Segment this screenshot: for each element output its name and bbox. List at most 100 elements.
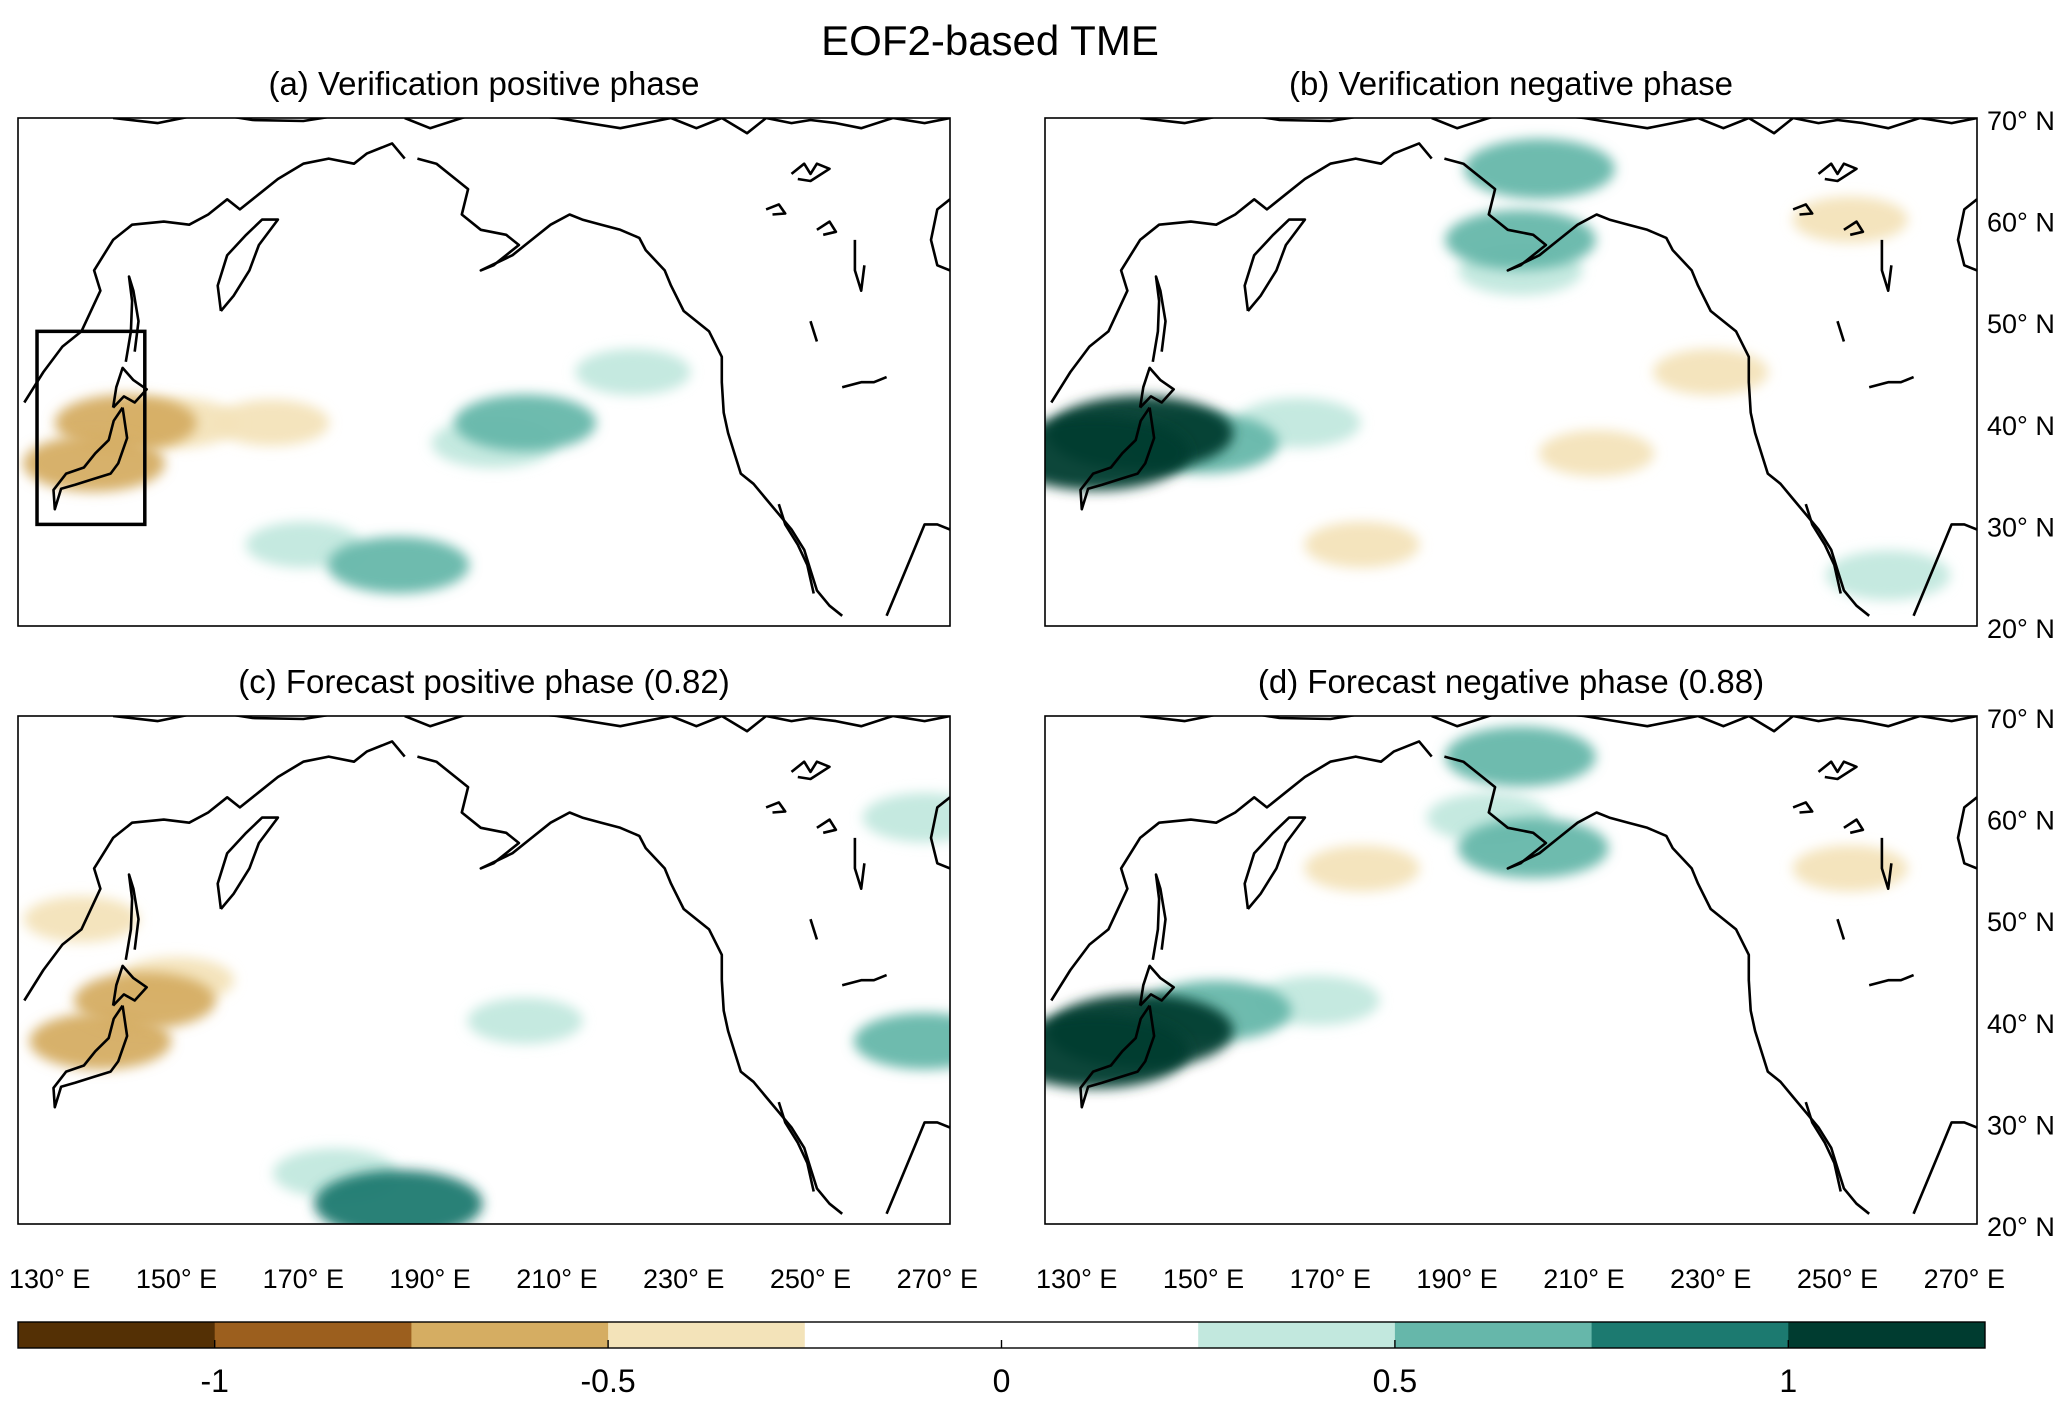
coastline [929,198,950,272]
panel-frame [1044,715,1978,1225]
coastlines [1050,118,1977,617]
coastline [790,162,831,183]
coastline [777,1101,815,1192]
lat-tick-label: 60° N [1987,806,2055,836]
coastline [885,523,950,617]
anomaly-blob [1792,845,1908,892]
lat-tick-label: 50° N [1987,907,2055,937]
colorbar-swatch [1591,1322,1789,1348]
lon-tick-label: 210° E [516,1264,597,1294]
coastline [216,816,280,910]
panel-a-title: (a) Verification positive phase [268,65,699,102]
colorbar-swatch [1198,1322,1396,1348]
lon-tick-label: 230° E [1670,1264,1751,1294]
anomaly-blob [23,435,166,492]
lon-tick-label: 130° E [1036,1264,1117,1294]
coastline [765,203,787,216]
colorbar-tick-label: -1 [200,1363,228,1399]
coastline [111,366,148,409]
coastline [853,837,866,890]
anomaly-blob [1826,550,1951,601]
coastline [1843,818,1865,835]
coastline [1050,740,1433,1002]
coastline [1956,796,1977,870]
panel-frame [17,715,951,1225]
lon-tick-label: 230° E [643,1264,724,1294]
anomaly-blob [1457,817,1609,879]
coastline [112,118,331,125]
anomaly-blob [1045,1014,1189,1089]
anomaly-blob [853,1012,950,1070]
anomaly-blob [1304,521,1420,568]
panel-b-title: (b) Verification negative phase [1289,65,1733,102]
anomaly-blob [314,1169,483,1224]
coastline [404,118,950,135]
colorbar-swatch [1788,1322,1986,1348]
coastline [765,801,787,814]
colorbar-tick-label: 0 [993,1363,1011,1399]
lat-tick-label: 60° N [1987,208,2055,238]
panel-frame [1044,117,1978,627]
panel-a-verification-positive: (a) Verification positive phase [17,65,951,627]
coastline [1836,918,1846,940]
coastline [841,375,888,389]
anomaly-blob [213,399,330,446]
lon-tick-label: 250° E [770,1264,851,1294]
coastline [1817,760,1858,781]
region-box [35,329,147,527]
coastline [1138,964,1175,1007]
coastline [1151,873,1167,961]
lon-tick-label: 210° E [1543,1264,1624,1294]
coastline [816,220,838,237]
coastline [1868,375,1915,389]
coastline [790,760,831,781]
coastline [1792,801,1814,814]
figure-title: EOF2-based TME [821,17,1159,64]
anomaly-field [23,792,950,1224]
coastline [777,503,815,594]
coastline [1804,1101,1842,1192]
panel-b-verification-negative: (b) Verification negative phase [1044,65,1978,627]
anomaly-blob [454,394,597,452]
colorbar-swatch [608,1322,806,1348]
coastline [52,406,129,511]
lat-tick-label: 30° N [1987,1110,2055,1140]
lon-tick-label: 150° E [1163,1264,1244,1294]
coastlines [23,118,950,617]
coastline [885,1121,950,1215]
coastline [52,1004,129,1109]
coastline [809,320,819,342]
coastline [1050,142,1433,404]
coastline [1444,755,1871,1215]
anomaly-blob [1653,348,1769,396]
colorbar-tick-label: 0.5 [1373,1363,1417,1399]
colorbar-swatch [1394,1322,1593,1348]
coastline [23,740,406,1002]
coastlines [1050,716,1977,1215]
coastline [1804,503,1842,594]
coastline [1079,406,1156,511]
coastlines [23,716,950,1215]
anomaly-blob [1464,138,1615,199]
coastline [816,818,838,835]
coastline [1868,973,1915,987]
longitude-axis: 130° E 150° E 170° E 190° E 210° E 230° E 250°… [9,1264,2005,1294]
coastline [1138,366,1175,409]
coastline [853,239,866,292]
latitude-axis: 70° N 60° N 50° N 40° N 30° N 20° N 70° N 60° N… [1987,106,2055,1242]
map-background [1045,716,1977,1224]
anomaly-blob [73,972,216,1029]
coastline [23,142,406,404]
lat-tick-label: 30° N [1987,512,2055,542]
anomaly-blob [575,348,691,396]
coastline [1817,162,1858,183]
colorbar-tick-label: 1 [1779,1363,1797,1399]
coastline [1836,320,1846,342]
coastline [1912,523,1977,617]
lon-tick-label: 190° E [1416,1264,1497,1294]
lon-tick-label: 130° E [9,1264,90,1294]
panel-frame [17,117,951,627]
coastline [124,873,140,961]
colorbar: -1 -0.5 0 0.5 1 [17,1321,1986,1399]
panel-d-forecast-negative: (d) Forecast negative phase (0.88) [1044,663,1978,1225]
